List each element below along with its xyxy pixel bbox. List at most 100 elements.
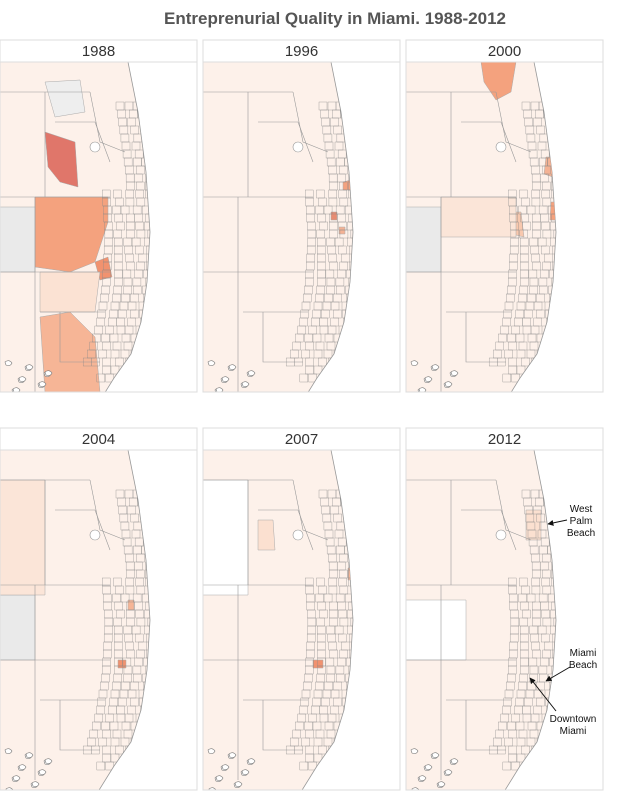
map-panel: 1996: [202, 39, 401, 405]
tract: [497, 745, 506, 755]
map-panel: 2004: [0, 427, 198, 791]
region: [480, 62, 517, 101]
map-panel: 1988: [0, 39, 198, 405]
key: [12, 387, 21, 392]
region: [342, 101, 352, 123]
map-body: [0, 450, 151, 790]
tract: [105, 761, 114, 771]
tract: [313, 349, 323, 359]
border: [262, 312, 303, 363]
regions: [0, 79, 150, 392]
tract: [497, 357, 506, 367]
key: [209, 400, 216, 405]
tract: [553, 617, 556, 627]
tract: [115, 745, 124, 755]
region: [0, 479, 46, 596]
tract: [110, 737, 120, 747]
tract: [531, 585, 541, 595]
key: [228, 364, 237, 370]
panel-year: 2004: [82, 431, 115, 448]
key: [31, 395, 38, 400]
tract: [125, 585, 135, 595]
tract: [120, 205, 130, 215]
annotation: Downtown: [550, 714, 597, 725]
border: [258, 509, 314, 551]
key: [410, 360, 419, 366]
region: [545, 474, 555, 496]
panel-frame: [0, 61, 198, 393]
key: [6, 400, 13, 405]
border: [465, 700, 506, 751]
annotation: Miami: [560, 726, 587, 737]
annotation: West: [570, 504, 593, 515]
map-body: [203, 450, 354, 790]
key: [234, 781, 243, 787]
map-body: [0, 62, 151, 405]
map-panel: 2000: [405, 39, 604, 405]
key: [450, 758, 459, 764]
tract: [552, 261, 556, 271]
tract: [511, 761, 520, 771]
tract: [552, 633, 556, 643]
key: [4, 360, 13, 366]
tract: [516, 365, 526, 375]
key: [410, 748, 419, 754]
lake: [495, 141, 507, 153]
border: [89, 479, 126, 541]
tract: [110, 365, 120, 375]
tract: [96, 761, 106, 771]
tract: [96, 373, 106, 383]
key: [44, 758, 53, 764]
panel-frame: [0, 449, 198, 791]
lake: [495, 529, 507, 541]
lake: [89, 529, 101, 541]
key: [25, 752, 34, 758]
tract: [308, 373, 317, 383]
tract: [531, 197, 541, 207]
key: [221, 764, 230, 770]
tract: [136, 617, 146, 627]
regions: [406, 62, 556, 392]
land: [203, 62, 354, 392]
annotation: Palm: [570, 516, 593, 527]
tract: [349, 261, 353, 271]
lake: [292, 141, 304, 153]
border: [495, 479, 532, 541]
tract: [526, 205, 536, 215]
tract: [516, 349, 526, 359]
region: [406, 206, 442, 273]
lake: [292, 529, 304, 541]
border: [55, 121, 111, 163]
key: [247, 758, 256, 764]
tract: [349, 633, 353, 643]
border: [59, 312, 100, 363]
panel-frame: [202, 449, 401, 791]
tract: [147, 229, 150, 239]
region: [0, 594, 36, 661]
key: [247, 370, 256, 376]
key: [221, 376, 230, 382]
tract: [339, 617, 349, 627]
tract: [313, 365, 323, 375]
region: [406, 599, 467, 661]
key: [12, 775, 21, 781]
border: [292, 479, 329, 541]
tract: [120, 349, 130, 359]
tract: [328, 585, 338, 595]
tract: [526, 593, 536, 603]
panel-year: 2000: [488, 43, 521, 60]
region: [39, 271, 101, 313]
tract: [105, 373, 114, 383]
panel-year: 2012: [488, 431, 521, 448]
key: [412, 400, 419, 405]
annotation-arrow: [547, 519, 568, 526]
tract: [146, 649, 150, 659]
region: [525, 509, 542, 541]
map-panel: 2007: [202, 427, 401, 791]
border: [258, 121, 314, 163]
region: [549, 201, 556, 221]
tract: [516, 753, 526, 763]
tract: [120, 737, 130, 747]
tract: [136, 229, 146, 239]
